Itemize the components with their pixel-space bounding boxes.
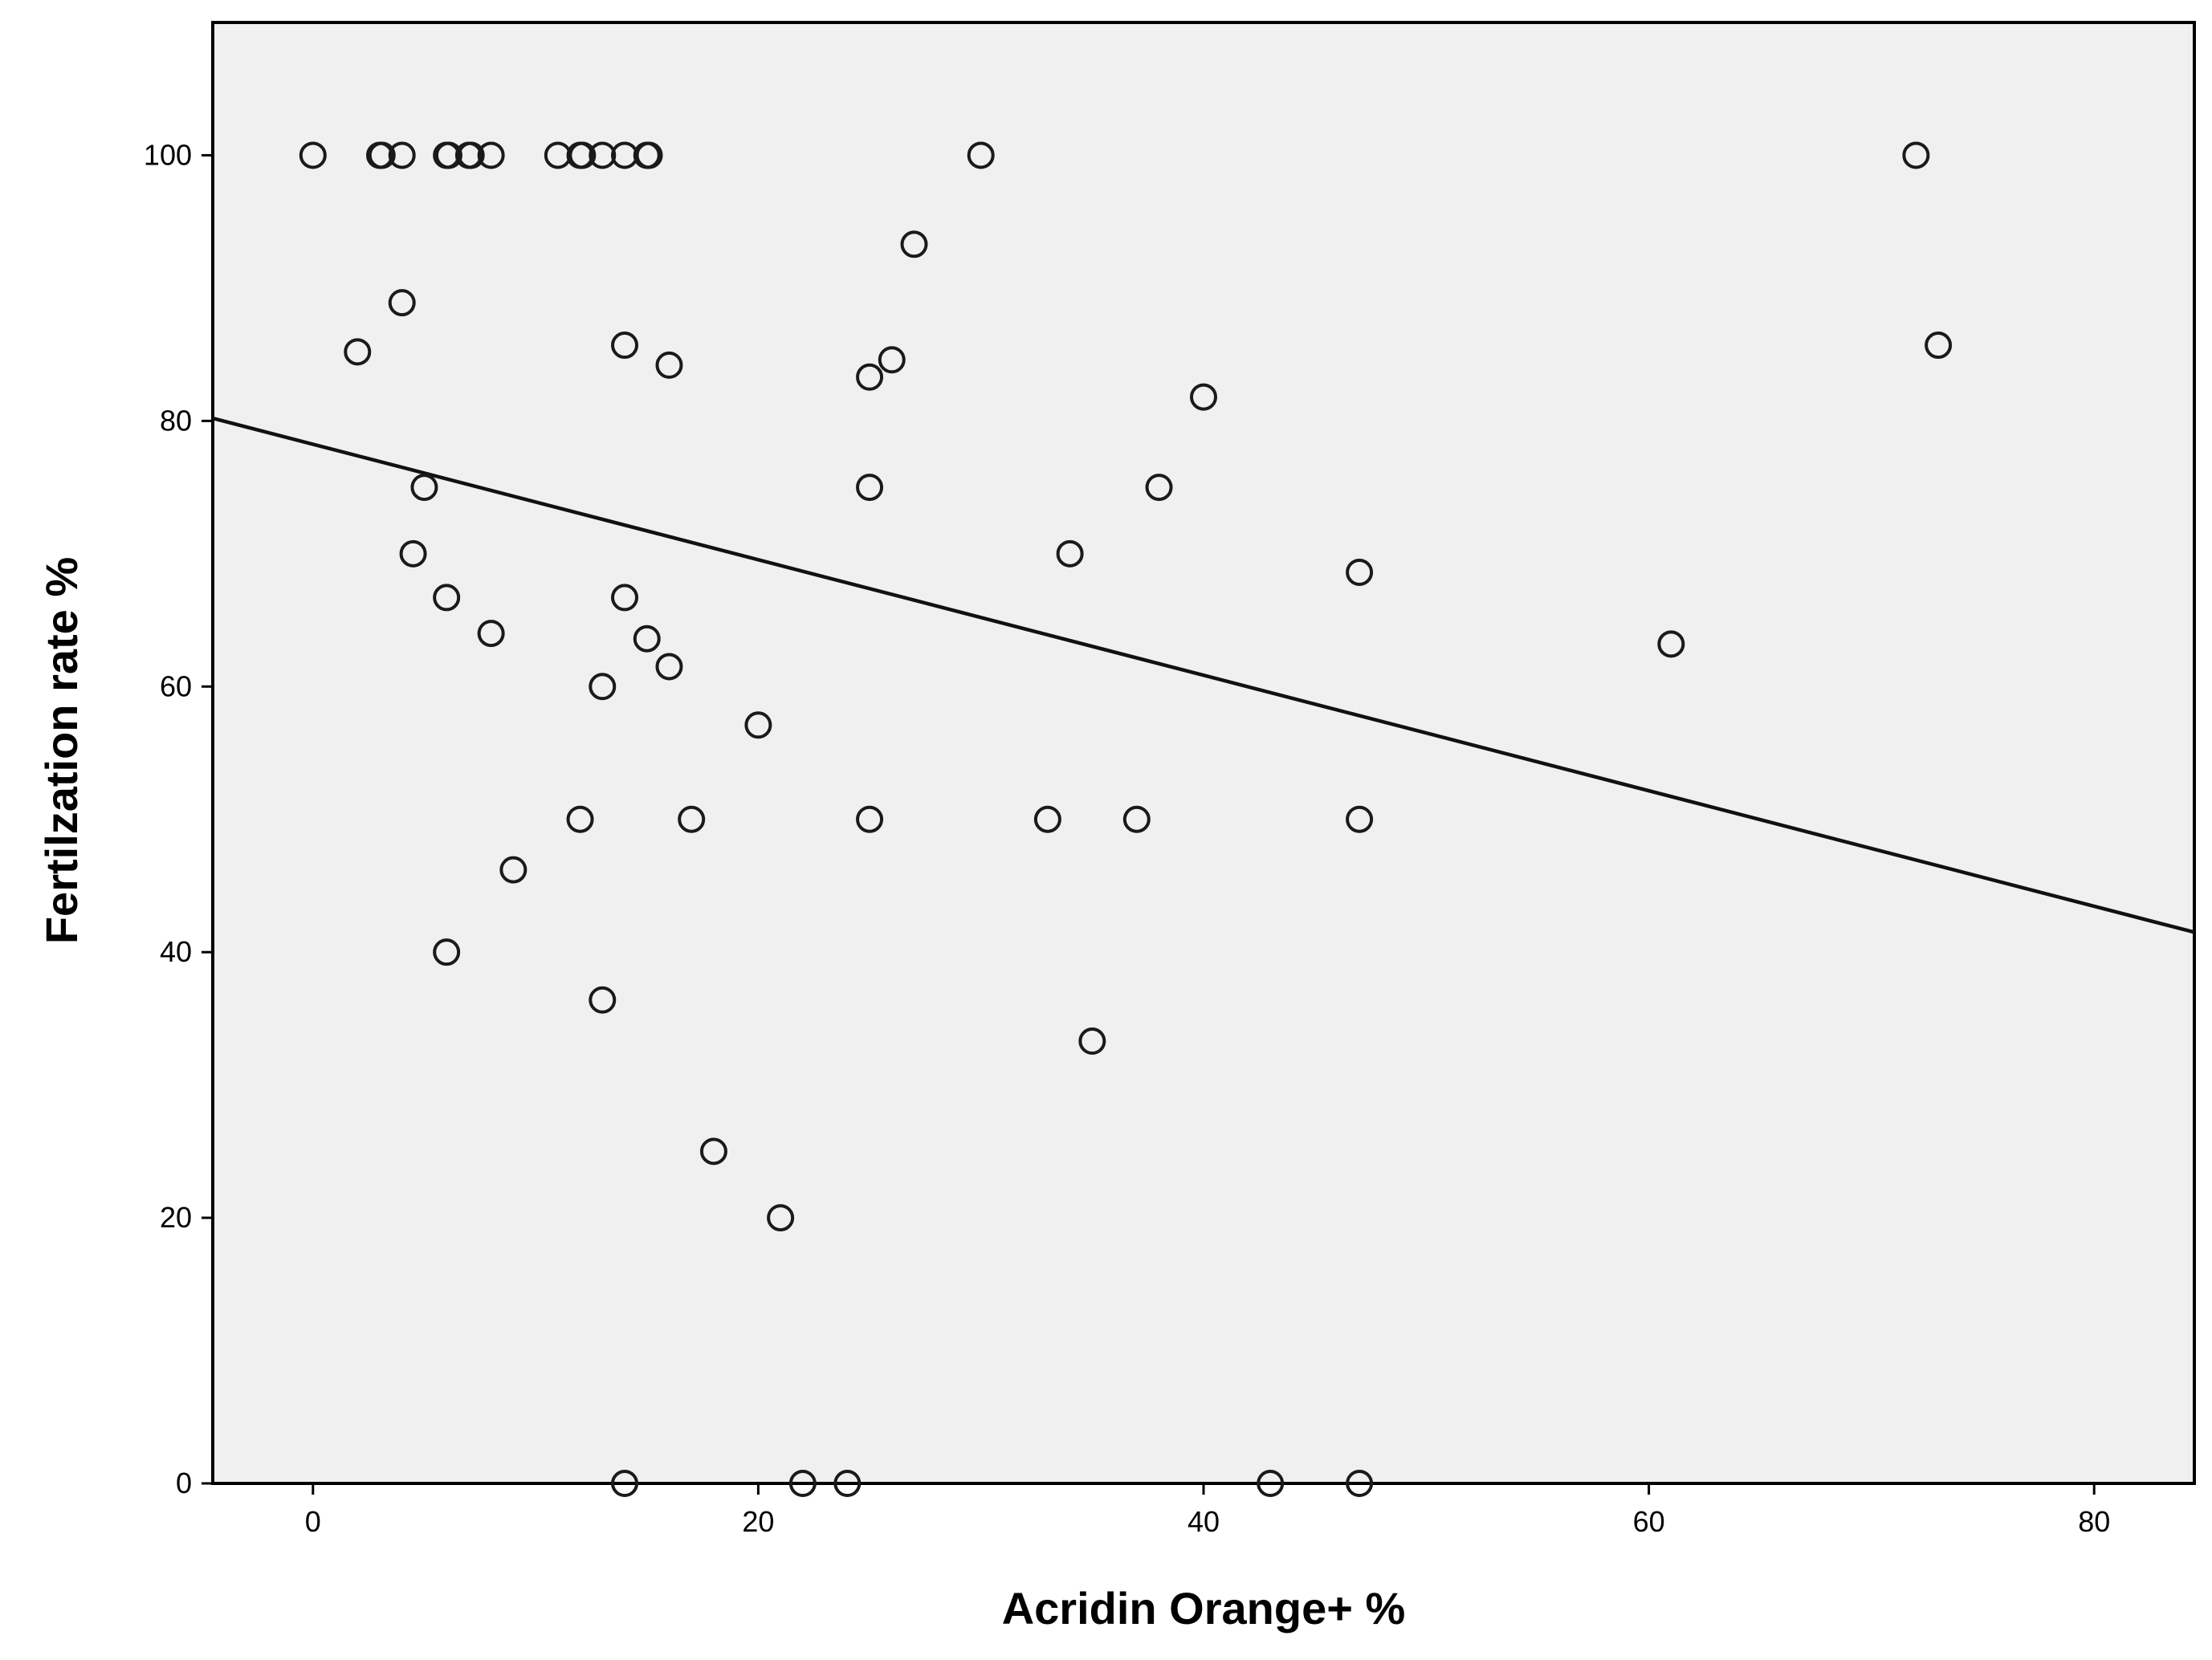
data-point [1346,1470,1374,1497]
data-point [589,141,617,169]
data-point [368,141,396,169]
data-point [433,584,461,612]
data-point [767,1204,795,1232]
data-point [477,141,505,169]
data-point [477,620,505,648]
data-point [878,346,906,374]
data-point [856,363,884,391]
data-point [856,474,884,502]
data-point [1925,332,1953,360]
data-point [856,805,884,833]
data-point [611,584,639,612]
plot-area [211,21,2196,1485]
x-tick-label: 20 [742,1505,774,1538]
regression-line [212,416,2195,934]
y-tick-label: 0 [176,1467,192,1499]
x-tick-label: 0 [305,1505,321,1538]
data-point [434,141,462,169]
data-point [1190,383,1217,411]
data-point [1056,539,1084,568]
data-point [566,805,594,833]
data-point [589,986,617,1014]
data-point [788,1470,817,1497]
data-point [744,711,772,739]
data-point [410,474,438,502]
y-axis-title: Fertilzation rate % [36,557,87,944]
data-point [833,1470,862,1497]
data-point [388,141,416,169]
data-point [633,625,661,653]
x-tick-label: 60 [1633,1505,1665,1538]
data-point [1257,1470,1285,1497]
x-tick-label: 80 [2078,1505,2110,1538]
y-axis: 0 20 40 60 80 100 [144,138,213,1499]
data-point [1122,805,1151,833]
x-axis-title: Acridin Orange+ % [1002,1583,1406,1634]
data-point [655,351,683,379]
data-point [1078,1027,1106,1056]
data-point [611,332,639,360]
data-point [1346,558,1374,586]
data-point [589,673,617,701]
data-point [568,141,597,169]
y-tick-label: 80 [160,404,192,437]
data-point [699,1137,727,1166]
fit-line-layer [212,416,2195,934]
data-point [1145,474,1173,502]
data-point [967,141,995,169]
data-point [457,141,485,169]
data-point [655,653,683,681]
y-tick-label: 60 [160,669,192,702]
data-point [388,289,416,317]
data-point [1657,630,1685,658]
y-tick-label: 40 [160,935,192,968]
data-point [635,141,663,169]
y-tick-label: 20 [160,1201,192,1234]
data-point [299,141,327,169]
data-point [433,938,461,966]
data-point [678,805,706,833]
data-point [499,856,528,884]
points-layer [299,141,1953,1497]
data-point [344,338,372,366]
y-tick-label: 100 [144,138,192,171]
data-point [1902,141,1930,169]
x-axis: 0 20 40 60 80 [305,1483,2110,1538]
data-point [900,230,928,258]
data-point [1033,805,1061,833]
x-tick-label: 40 [1187,1505,1220,1538]
data-point [611,1470,639,1497]
data-point [399,539,427,568]
data-point [1346,805,1374,833]
